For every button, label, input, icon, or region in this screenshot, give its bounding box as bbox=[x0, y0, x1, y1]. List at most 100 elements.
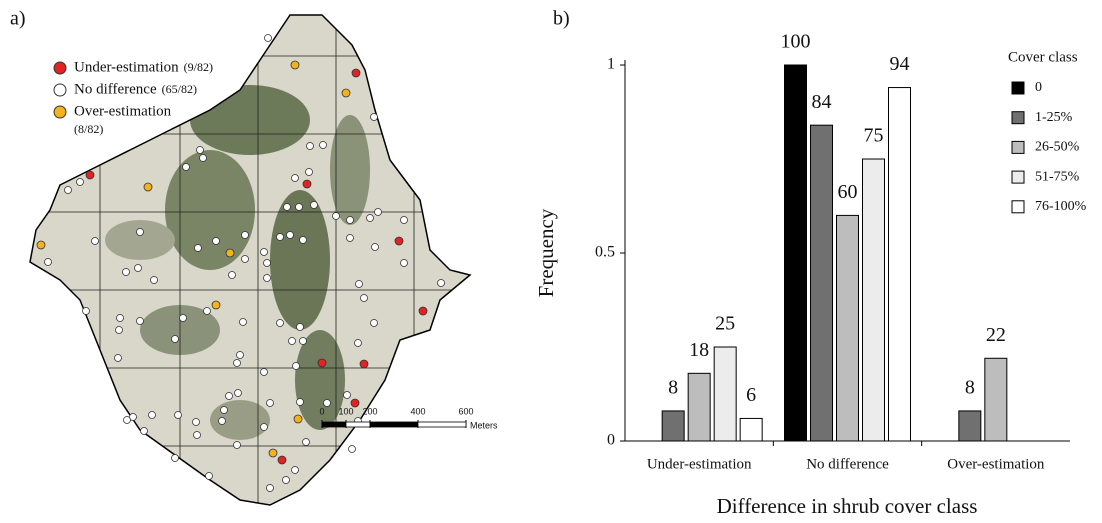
map-point bbox=[44, 258, 52, 266]
map-point bbox=[266, 484, 274, 492]
value-label: 75 bbox=[864, 125, 884, 147]
map-point bbox=[64, 186, 72, 194]
map-point bbox=[171, 454, 179, 462]
map-point bbox=[260, 368, 268, 376]
map-point bbox=[323, 399, 331, 407]
map-point bbox=[400, 216, 408, 224]
map-point bbox=[437, 279, 445, 287]
legend-marker bbox=[53, 61, 67, 75]
map-point bbox=[350, 398, 360, 408]
map-point bbox=[236, 351, 244, 359]
scale-label: 100 bbox=[338, 406, 353, 416]
x-tick-label: Over-estimation bbox=[947, 456, 1045, 472]
panel-label: a) bbox=[10, 8, 26, 30]
bar bbox=[687, 372, 711, 442]
map-point bbox=[263, 274, 271, 282]
map-point bbox=[196, 146, 204, 154]
bar-chart: b) Difference in shrub cover class Frequ… bbox=[534, 8, 1087, 518]
map-point bbox=[182, 163, 190, 171]
map-point bbox=[299, 236, 307, 244]
map-point bbox=[291, 174, 299, 182]
map-point bbox=[115, 326, 123, 334]
y-tick-label: 0 bbox=[607, 432, 615, 449]
legend-swatch bbox=[1011, 200, 1025, 214]
legend-count: (65/82) bbox=[162, 82, 197, 96]
value-label: 8 bbox=[965, 377, 975, 399]
legend-marker bbox=[53, 105, 67, 119]
map-point bbox=[140, 427, 148, 435]
scale-segment bbox=[345, 421, 371, 428]
y-tick-label: 1 bbox=[607, 56, 615, 73]
map-point bbox=[225, 248, 235, 258]
map-point bbox=[366, 214, 374, 222]
map-point bbox=[370, 319, 378, 327]
map-point bbox=[85, 170, 95, 180]
legend-label: Over-estimation bbox=[74, 103, 172, 119]
map-point bbox=[123, 416, 131, 424]
map-point bbox=[205, 472, 213, 480]
map-point bbox=[291, 466, 299, 474]
value-label: 100 bbox=[781, 31, 811, 53]
scale-label: 600 bbox=[458, 406, 473, 416]
map-point bbox=[241, 255, 249, 263]
map-point bbox=[199, 154, 207, 162]
map-point bbox=[76, 178, 84, 186]
map-point bbox=[295, 203, 303, 211]
value-label: 84 bbox=[812, 91, 832, 113]
panel-label: b) bbox=[553, 8, 570, 30]
map-point bbox=[192, 418, 200, 426]
map-point bbox=[305, 168, 313, 176]
map-point bbox=[264, 34, 272, 42]
legend-title: Cover class bbox=[1008, 49, 1078, 65]
y-axis-title: Frequency bbox=[534, 208, 558, 297]
map-point bbox=[341, 88, 351, 98]
legend-label: 76-100% bbox=[1035, 199, 1087, 214]
map-point bbox=[317, 358, 327, 368]
map-point bbox=[218, 417, 226, 425]
map-point bbox=[319, 141, 327, 149]
map-point bbox=[371, 243, 379, 251]
map-point bbox=[211, 300, 221, 310]
map-point bbox=[234, 389, 242, 397]
bar bbox=[984, 357, 1008, 442]
map-point bbox=[277, 455, 287, 465]
map-point bbox=[418, 306, 428, 316]
map-point bbox=[260, 248, 268, 256]
map-point bbox=[136, 317, 144, 325]
legend-swatch bbox=[1011, 170, 1025, 184]
map-point bbox=[276, 319, 284, 327]
legend-label: Under-estimation bbox=[74, 59, 179, 75]
scale-label: 0 bbox=[319, 406, 324, 416]
map-point bbox=[239, 318, 247, 326]
scale-unit: Meters bbox=[470, 420, 498, 430]
map-point bbox=[332, 212, 340, 220]
map-point bbox=[343, 391, 351, 399]
map-image bbox=[30, 15, 470, 505]
bar bbox=[713, 346, 737, 442]
map-point bbox=[114, 354, 122, 362]
map-point bbox=[263, 259, 271, 267]
bar bbox=[661, 410, 685, 442]
map-point bbox=[292, 362, 300, 370]
map-point bbox=[346, 216, 354, 224]
y-tick-label: 0.5 bbox=[595, 244, 615, 261]
scale-label: 200 bbox=[362, 406, 377, 416]
scale-label: 400 bbox=[410, 406, 425, 416]
map-point bbox=[290, 60, 300, 70]
map-point bbox=[36, 240, 46, 250]
bar bbox=[810, 124, 833, 442]
legend-marker bbox=[53, 83, 67, 97]
map-point bbox=[302, 438, 310, 446]
map-point bbox=[91, 237, 99, 245]
map-point bbox=[194, 244, 202, 252]
map-point bbox=[302, 179, 312, 189]
map-point bbox=[296, 323, 304, 331]
map-point bbox=[260, 423, 268, 431]
legend-swatch bbox=[1011, 140, 1025, 154]
map-point bbox=[283, 203, 291, 211]
map-point bbox=[148, 411, 156, 419]
legend-count: (8/82) bbox=[74, 122, 103, 136]
map-point bbox=[370, 113, 378, 121]
value-label: 60 bbox=[838, 181, 858, 203]
